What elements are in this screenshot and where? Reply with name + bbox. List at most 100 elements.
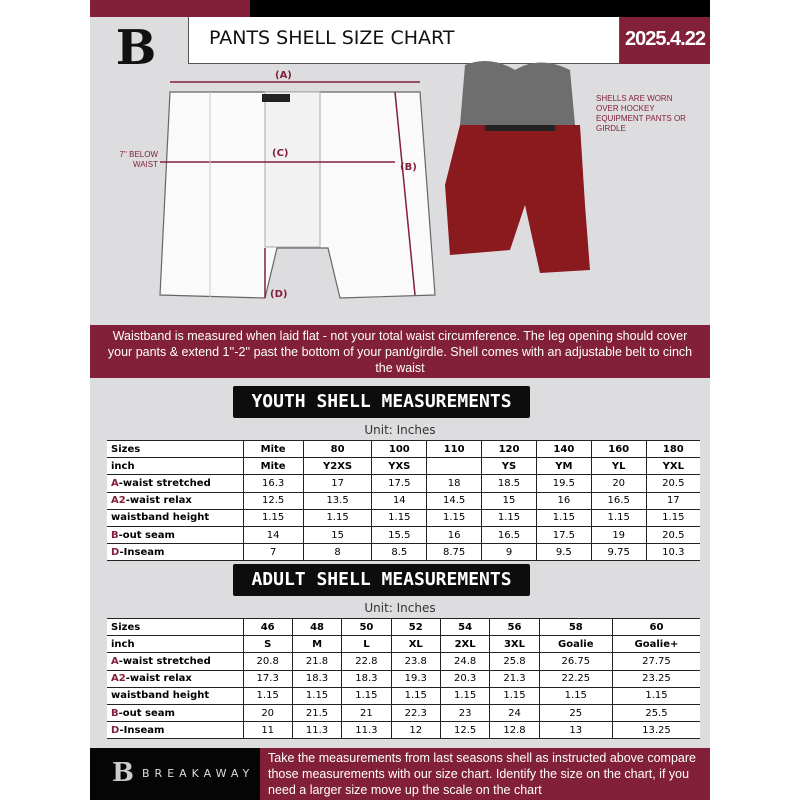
table-cell: 15 xyxy=(302,525,372,545)
table-cell: 12.5 xyxy=(439,721,490,740)
table-cell: 17.3 xyxy=(242,669,293,688)
table-row: A-waist stretched 16.3 17 17.5 18 18.5 19.5 20 2… xyxy=(107,474,700,493)
table-cell: Goalie xyxy=(538,635,613,654)
table-cell: 17.5 xyxy=(535,525,592,545)
row-label: inch xyxy=(107,457,243,476)
row-label: A-waist stretched xyxy=(107,652,243,671)
table-cell: 11.3 xyxy=(291,721,342,740)
table-cell: 25 xyxy=(538,703,613,723)
table-cell: 180 xyxy=(645,439,700,459)
table-cell: YM xyxy=(535,457,592,476)
brand-logo: B xyxy=(115,20,157,76)
table-cell: L xyxy=(341,635,392,654)
table-cell: 20 xyxy=(242,703,293,723)
table-cell: Goalie+ xyxy=(611,635,700,654)
adult-section-title: ADULT SHELL MEASUREMENTS xyxy=(233,564,530,596)
measure-name: waistband height xyxy=(111,690,210,702)
table-row: B-out seam 20 21.5 21 22.3 23 24 25 25.5 xyxy=(107,703,700,723)
table-cell: 8.5 xyxy=(371,543,427,562)
table-row: Sizes Mite 80 100 110 120 140 160 180 xyxy=(107,439,700,459)
youth-size-table: Sizes Mite 80 100 110 120 140 160 180 inch Mite Y2X… xyxy=(107,439,700,562)
footer-instructions: Take the measurements from last seasons … xyxy=(260,748,710,800)
table-cell: M xyxy=(291,635,342,654)
measure-name: inch xyxy=(111,638,135,650)
adult-size-table: Sizes 46 48 50 52 54 56 58 60 inch S M L XL 2XL 3XL Goal… xyxy=(107,617,700,740)
row-label: A-waist stretched xyxy=(107,474,243,493)
page-title: PANTS SHELL SIZE CHART xyxy=(188,17,620,64)
table-row: B-out seam 14 15 15.5 16 16.5 17.5 19 20.5 xyxy=(107,525,700,545)
top-bar-accent xyxy=(90,0,250,17)
table-cell: 54 xyxy=(439,617,490,637)
row-label: Sizes xyxy=(107,439,243,459)
row-label: waistband height xyxy=(107,508,243,527)
table-cell: 1.15 xyxy=(242,508,304,527)
measure-code: D xyxy=(111,724,120,736)
table-cell: 22.25 xyxy=(538,669,613,688)
table-cell: 110 xyxy=(426,439,482,459)
table-cell: 21.5 xyxy=(291,703,342,723)
table-cell: 7 xyxy=(242,543,304,562)
shorts-diagram xyxy=(159,81,436,299)
table-cell: XL xyxy=(390,635,441,654)
table-cell: 1.15 xyxy=(371,508,427,527)
table-cell: 26.75 xyxy=(538,652,613,671)
table-cell: S xyxy=(242,635,293,654)
table-cell: 52 xyxy=(390,617,441,637)
table-cell: 13.25 xyxy=(611,721,700,740)
table-cell: 22.8 xyxy=(341,652,392,671)
table-cell: YXL xyxy=(645,457,700,476)
table-cell: 14 xyxy=(371,491,427,510)
table-cell: 17 xyxy=(645,491,700,510)
measure-name: -Inseam xyxy=(119,546,165,558)
measure-name: -waist relax xyxy=(125,495,192,507)
measure-code: A2 xyxy=(111,495,126,507)
table-cell: 11.3 xyxy=(341,721,392,740)
table-cell: 16.5 xyxy=(590,491,647,510)
youth-section-title: YOUTH SHELL MEASUREMENTS xyxy=(233,386,530,418)
table-cell: 1.15 xyxy=(481,508,537,527)
table-cell: 23 xyxy=(439,703,490,723)
table-cell: YXS xyxy=(371,457,427,476)
measure-code: B xyxy=(111,707,119,719)
table-cell: 16.3 xyxy=(242,474,304,493)
label-d: (D) xyxy=(270,289,288,300)
table-row: inch S M L XL 2XL 3XL Goalie Goalie+ xyxy=(107,635,700,654)
table-cell: 160 xyxy=(590,439,647,459)
table-cell: 20.8 xyxy=(242,652,293,671)
table-row: A2-waist relax 17.3 18.3 18.3 19.3 20.3 21.3 22… xyxy=(107,669,700,688)
chart-date: 2025.4.22 xyxy=(620,17,710,64)
pants-shell-photo xyxy=(445,61,590,273)
footer-logo: B xyxy=(112,758,134,788)
table-cell: 14 xyxy=(242,525,304,545)
table-cell: 24 xyxy=(489,703,540,723)
brand-name: BREAKAWAY xyxy=(142,767,255,780)
table-cell: 9.5 xyxy=(535,543,592,562)
measure-name: -Inseam xyxy=(119,724,165,736)
measure-name: Sizes xyxy=(111,443,141,455)
table-cell: 1.15 xyxy=(590,508,647,527)
measure-name: -waist stretched xyxy=(118,655,211,667)
table-row: A2-waist relax 12.5 13.5 14 14.5 15 16 16.5 17 xyxy=(107,491,700,510)
table-row: A-waist stretched 20.8 21.8 22.8 23.8 24.8 25.… xyxy=(107,652,700,671)
table-cell: 22.3 xyxy=(390,703,441,723)
table-cell: 100 xyxy=(371,439,427,459)
table-cell: 1.15 xyxy=(302,508,372,527)
table-cell: 1.15 xyxy=(439,686,490,705)
table-row: Sizes 46 48 50 52 54 56 58 60 xyxy=(107,617,700,637)
table-cell: 12 xyxy=(390,721,441,740)
row-label: B-out seam xyxy=(107,525,243,545)
below-waist-note: 7'' BELOW WAIST xyxy=(119,150,158,169)
table-cell: 1.15 xyxy=(426,508,482,527)
table-cell: 140 xyxy=(535,439,592,459)
table-cell: 25.5 xyxy=(611,703,700,723)
measure-name: -out seam xyxy=(118,707,175,719)
table-cell: 18.5 xyxy=(481,474,537,493)
row-label: waistband height xyxy=(107,686,243,705)
table-cell: 13.5 xyxy=(302,491,372,510)
table-cell: 1.15 xyxy=(489,686,540,705)
adult-unit: Unit: Inches xyxy=(364,601,436,615)
table-cell: 27.75 xyxy=(611,652,700,671)
table-cell: 13 xyxy=(538,721,613,740)
table-cell: 18.3 xyxy=(291,669,342,688)
table-cell: 120 xyxy=(481,439,537,459)
